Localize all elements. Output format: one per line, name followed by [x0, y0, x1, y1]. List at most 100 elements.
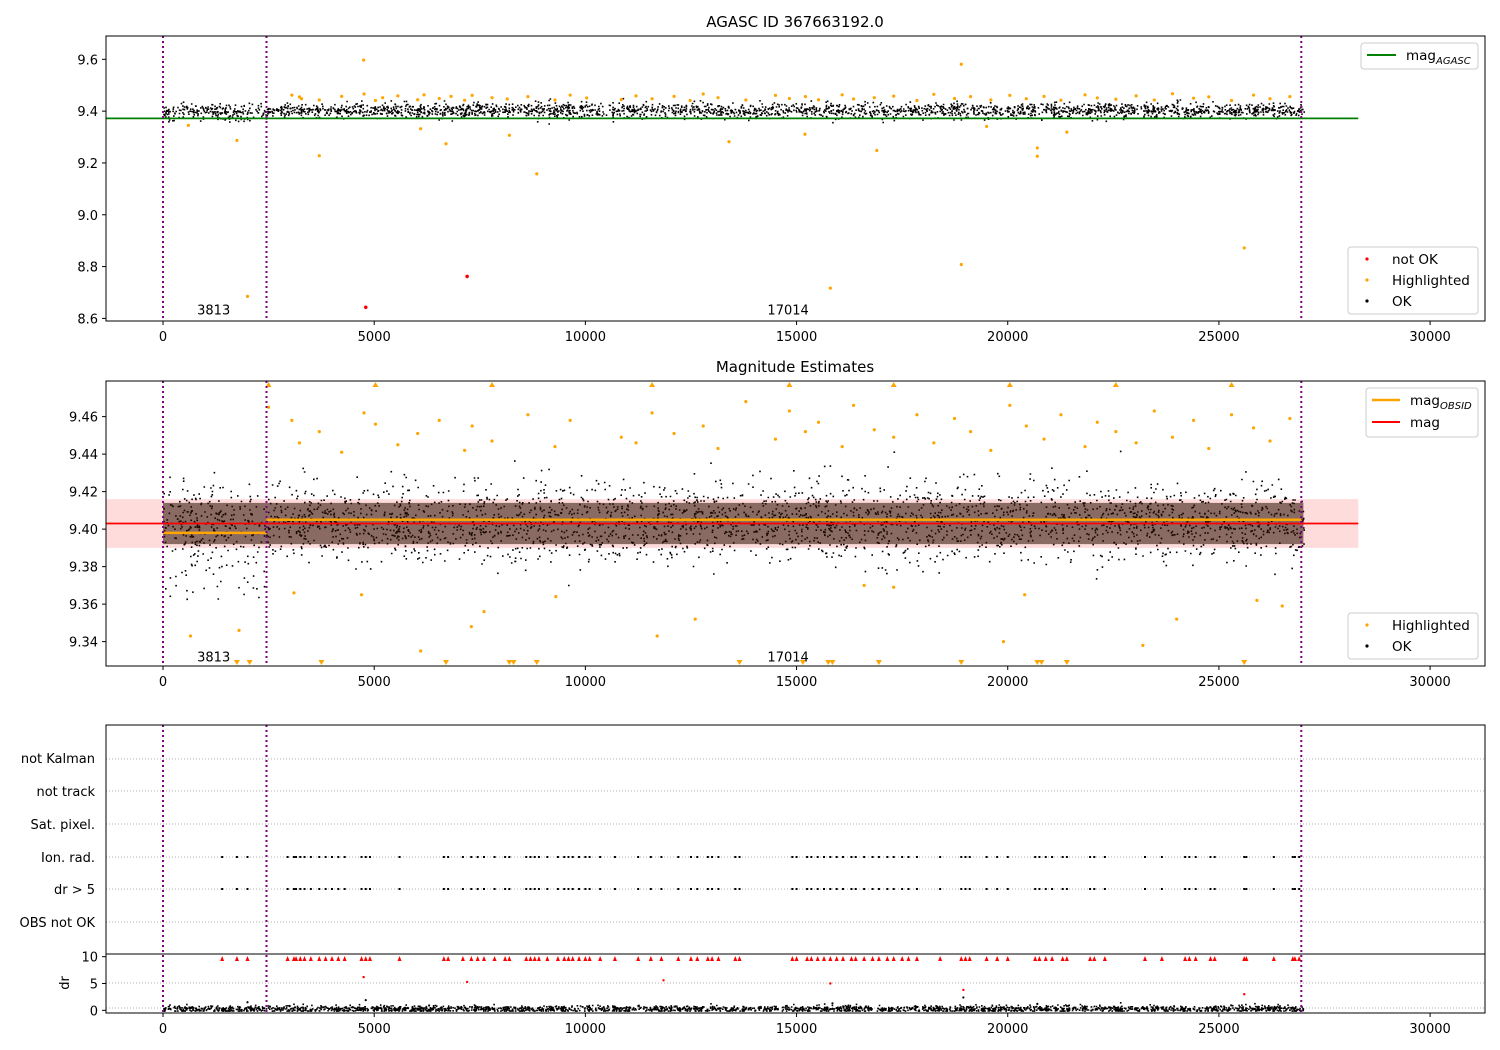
flag-dr-gt-5-point: [599, 888, 602, 890]
flag-dr-gt-5-point: [563, 888, 566, 890]
highlighted-point: [299, 97, 304, 101]
flag-dr-gt-5-point: [1213, 888, 1216, 890]
clipped-high-marker: [489, 382, 496, 387]
flag-ion-rad-point: [529, 856, 532, 858]
highlighted-point: [1083, 445, 1087, 449]
dr-clipped-marker: [612, 956, 617, 961]
dr-clipped-marker: [906, 956, 911, 961]
flag-ion-rad-point: [816, 856, 819, 858]
flag-ion-rad-point: [1209, 856, 1212, 858]
flag-ion-rad-point: [588, 856, 591, 858]
y-tick-label: 9.0: [77, 209, 98, 224]
dr-clipped-marker: [503, 956, 508, 961]
dr-clipped-marker: [1050, 956, 1055, 961]
dr-clipped-marker: [562, 956, 567, 961]
flag-dr-gt-5-point: [717, 888, 720, 890]
highlighted-point: [634, 441, 638, 445]
highlighted-point: [1288, 416, 1292, 421]
flag-dr-gt-5-point: [892, 888, 895, 890]
legend-marker-highlighted: [1365, 623, 1369, 627]
flag-ion-rad-point: [613, 856, 616, 858]
dr-clipped-marker: [469, 956, 474, 961]
dr-ok-point: [1036, 1002, 1039, 1005]
obs-label-3813: 3813: [197, 651, 230, 666]
flag-ion-rad-point: [567, 856, 570, 858]
flag-ion-rad-point: [823, 856, 826, 858]
flag-dr-gt-5-point: [343, 888, 346, 890]
dr-clipped-marker: [1005, 956, 1010, 961]
flag-dr-gt-5-point: [968, 888, 971, 890]
flag-dr-gt-5-point: [677, 888, 680, 890]
clipped-low-marker: [533, 660, 540, 665]
dr-not-ok-point: [962, 988, 965, 992]
flag-ion-rad-point: [1272, 856, 1275, 858]
flag-ion-rad-point: [795, 856, 798, 858]
dr-clipped-marker: [1064, 956, 1069, 961]
dr-clipped-marker: [737, 956, 742, 961]
highlighted-point: [1280, 604, 1284, 608]
highlighted-point: [650, 411, 654, 415]
clipped-low-marker: [1241, 660, 1248, 665]
dr-clipped-marker: [1193, 956, 1198, 961]
highlighted-point: [1134, 441, 1138, 445]
y-tick-label: 9.40: [69, 523, 98, 538]
flag-dr-gt-5-point: [1065, 888, 1068, 890]
flag-dr-gt-5-point: [806, 888, 809, 890]
highlighted-point: [1042, 94, 1046, 98]
dr-clipped-marker: [397, 956, 402, 961]
x-tick-label: 0: [159, 330, 167, 345]
legend-magnitude-lines: magOBSID mag: [1365, 387, 1479, 438]
highlighted-point: [1114, 97, 1118, 101]
dr-clipped-marker: [524, 956, 529, 961]
flag-dr-gt-5-point: [1061, 888, 1064, 890]
flag-ion-rad-point: [318, 856, 321, 858]
flag-dr-gt-5-point: [447, 888, 450, 890]
highlighted-point: [932, 92, 936, 96]
flag-ion-rad-point: [1144, 856, 1147, 858]
dr-clipped-marker: [695, 956, 700, 961]
flag-ion-rad-point: [1194, 856, 1197, 858]
flag-ion-rad-point: [1065, 856, 1068, 858]
flag-ion-rad-point: [677, 856, 680, 858]
dr-axes: 0 5000 10000 15000 20000 25000 30000 0 5 10: [81, 951, 1450, 1037]
highlighted-point: [1175, 617, 1179, 621]
flag-ion-rad-point: [295, 856, 298, 858]
flag-ion-rad-point: [470, 856, 473, 858]
highlighted-point: [1023, 593, 1027, 597]
flag-ion-rad-point: [996, 856, 999, 858]
highlighted-point: [816, 420, 821, 424]
flag-dr-gt-5-point: [939, 888, 942, 890]
legend-label-subscript: AGASC: [1435, 56, 1471, 67]
dr-clipped-marker: [1212, 956, 1217, 961]
highlighted-point: [362, 411, 366, 415]
flag-ion-rad-point: [660, 856, 663, 858]
dr-clipped-marker: [870, 956, 875, 961]
flag-dr-gt-5-point: [508, 888, 511, 890]
highlighted-point: [959, 262, 963, 267]
flag-dr-gt-5-point: [637, 888, 640, 890]
flag-ion-rad-point: [854, 856, 857, 858]
dr-clipped-marker: [1271, 956, 1276, 961]
flag-ion-rad-point: [1093, 856, 1096, 858]
clipped-high-marker: [890, 382, 897, 387]
dr-clipped-marker: [441, 956, 446, 961]
highlighted-point: [490, 96, 494, 100]
flag-ion-rad-point: [324, 856, 327, 858]
clipped-high-marker: [372, 382, 379, 387]
dr-clipped-marker: [446, 956, 451, 961]
flags-row-labels: not Kalman not track Sat. pixel. Ion. ra…: [20, 752, 96, 931]
highlighted-point: [840, 93, 844, 97]
highlighted-point: [803, 430, 808, 434]
dr-clipped-marker: [577, 956, 582, 961]
flag-dr-gt-5-point: [567, 888, 570, 890]
flag-dr-gt-5-point: [330, 888, 333, 890]
flag-ion-rad-point: [711, 856, 714, 858]
dr-clipped-marker: [659, 956, 664, 961]
flag-dr-gt-5-point: [734, 888, 737, 890]
flag-dr-gt-5-point: [835, 888, 838, 890]
highlighted-point: [773, 437, 778, 441]
flag-ion-rad-point: [1243, 856, 1246, 858]
flag-dr-gt-5-point: [286, 888, 289, 890]
flag-dr-gt-5-point: [556, 888, 559, 890]
flag-ion-rad-point: [806, 856, 809, 858]
